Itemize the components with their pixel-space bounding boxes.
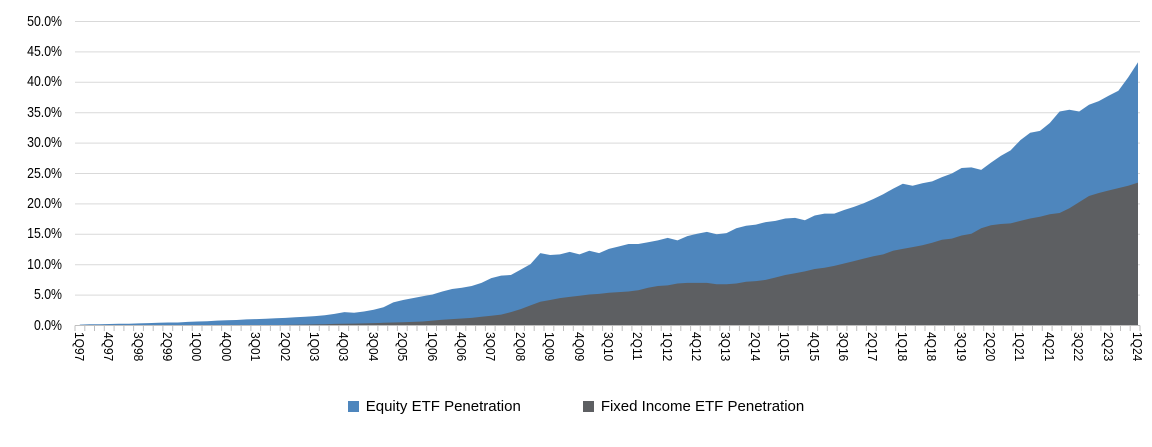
x-tick-label: 3Q98 [131,332,146,362]
x-tick-label: 2Q05 [395,332,410,362]
legend-item-equity: Equity ETF Penetration [347,398,521,415]
x-tick-label: 3Q07 [483,332,498,362]
x-tick-label: 3Q10 [601,332,616,362]
x-tick-label: 3Q22 [1071,332,1086,362]
x-tick-label: 2Q23 [1101,332,1116,362]
y-tick-label: 50.0% [27,13,62,30]
x-tick-label: 2Q11 [630,332,645,361]
y-tick-label: 40.0% [27,73,62,90]
legend-label-fixed-income: Fixed Income ETF Penetration [600,398,805,415]
legend-swatch-fixed-income [582,401,594,412]
y-tick-label: 30.0% [27,134,62,151]
y-tick-label: 25.0% [27,165,62,182]
legend-label-equity: Equity ETF Penetration [365,398,521,415]
x-tick-label: 4Q97 [101,332,116,362]
x-tick-label: 2Q17 [865,332,880,362]
x-tick-label: 1Q15 [777,332,792,362]
y-tick-label: 15.0% [27,225,62,242]
x-tick-label: 1Q06 [425,332,440,362]
x-tick-label: 4Q12 [689,332,704,362]
x-tick-label: 4Q18 [924,332,939,362]
x-tick-label: 3Q13 [718,332,733,362]
x-tick-label: 1Q09 [542,332,557,362]
x-tick-label: 2Q02 [278,332,293,362]
x-tick-label: 1Q21 [1012,332,1027,362]
y-tick-label: 45.0% [27,43,62,60]
series-area-fixed-income-etf-penetration [79,182,1138,326]
x-tick-label: 1Q18 [895,332,910,362]
gridlines [75,21,1140,326]
y-tick-label: 10.0% [27,256,62,273]
x-tick-label: 2Q14 [748,332,763,362]
x-tick-label: 3Q16 [836,332,851,362]
x-tick-label: 1Q00 [189,332,204,362]
x-tick-label: 4Q00 [219,332,234,362]
x-tick-label: 4Q09 [572,332,587,362]
legend: Equity ETF Penetration Fixed Income ETF … [0,398,1152,415]
legend-swatch-equity [347,401,359,412]
x-tick-label: 1Q24 [1130,332,1145,362]
x-tick-label: 2Q99 [160,332,175,362]
x-tick-label: 4Q03 [336,332,351,362]
y-tick-label: 0.0% [33,317,62,334]
x-tick-label: 1Q03 [307,332,322,362]
x-tick-label: 4Q15 [807,332,822,362]
x-tick-label: 1Q97 [72,332,87,362]
y-tick-label: 5.0% [33,286,62,303]
x-tick-label: 3Q19 [954,332,969,362]
x-tick-label: 3Q04 [366,332,381,362]
x-tick-label: 1Q12 [660,332,675,362]
x-tick-label: 3Q01 [248,332,263,362]
legend-item-fixed-income: Fixed Income ETF Penetration [582,398,805,415]
y-tick-label: 20.0% [27,195,62,212]
x-tick-label: 4Q21 [1042,332,1057,362]
x-tick-label: 2Q20 [983,332,998,362]
x-axis-line-and-ticks [74,325,1141,331]
x-tick-label: 4Q06 [454,332,469,362]
x-tick-label: 2Q08 [513,332,528,362]
y-tick-label: 35.0% [27,104,62,121]
